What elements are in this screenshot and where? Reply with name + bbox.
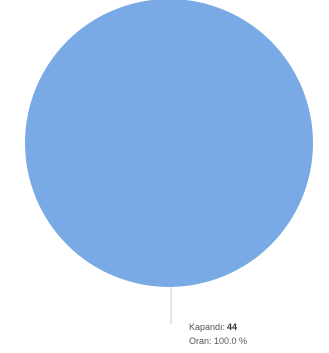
- slice-label-count: Kapandı: 44: [189, 322, 237, 332]
- slice-label-value: 44: [227, 322, 237, 332]
- slice-label-name: Kapandı:: [189, 322, 225, 332]
- slice-label-ratio: Oran: 100.0 %: [189, 336, 247, 346]
- pie-slices: [25, 0, 313, 287]
- pie-slice-0: [25, 0, 313, 287]
